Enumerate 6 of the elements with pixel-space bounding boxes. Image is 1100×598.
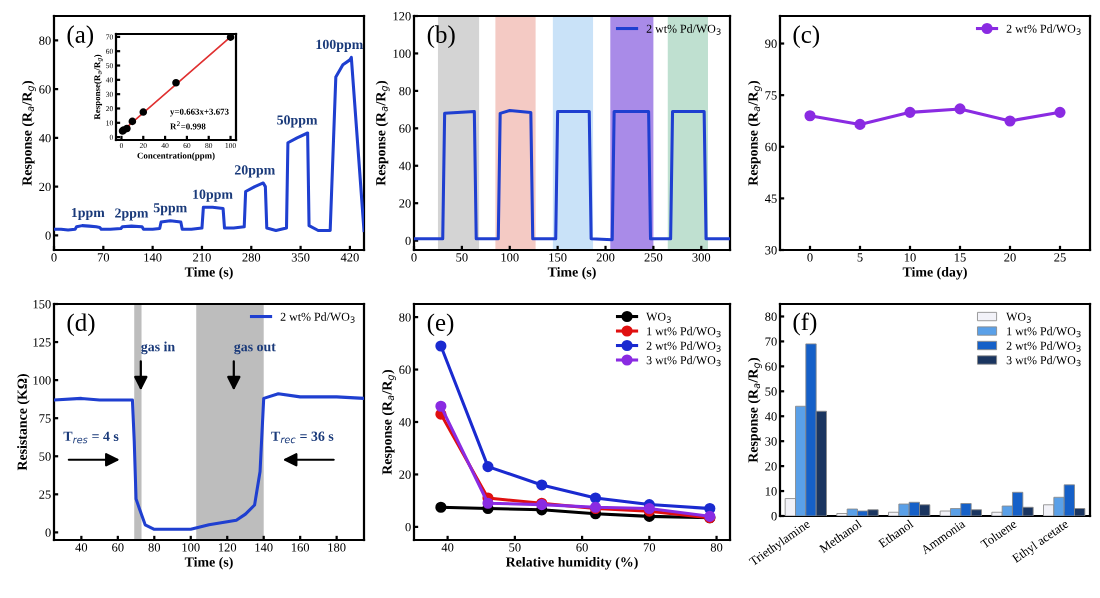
- annotation: (b): [427, 25, 455, 49]
- annotation: (f): [793, 312, 817, 336]
- annotation: (a): [67, 25, 94, 49]
- annotation: (e): [427, 313, 454, 337]
- annotation: (d): [67, 313, 95, 337]
- annotation: (c): [793, 25, 820, 49]
